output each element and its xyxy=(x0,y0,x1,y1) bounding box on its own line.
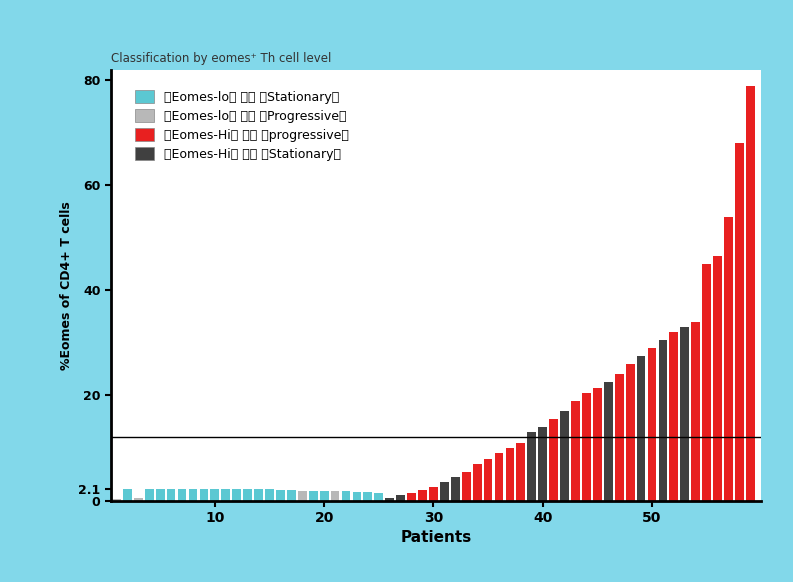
Bar xyxy=(473,464,481,501)
Bar xyxy=(495,453,504,501)
Bar xyxy=(724,217,733,501)
Bar xyxy=(593,388,602,501)
Bar xyxy=(669,332,678,501)
Bar xyxy=(112,499,121,501)
Bar xyxy=(265,489,274,501)
Bar xyxy=(604,382,613,501)
Bar xyxy=(287,490,296,501)
Bar xyxy=(637,356,646,501)
Bar xyxy=(658,340,667,501)
Bar xyxy=(615,374,623,501)
Bar xyxy=(429,487,438,501)
Bar xyxy=(484,459,492,501)
Bar xyxy=(527,432,536,501)
Bar xyxy=(538,427,547,501)
Bar xyxy=(407,492,416,501)
Bar xyxy=(189,489,197,501)
Bar xyxy=(232,489,241,501)
Bar xyxy=(342,491,351,501)
Bar xyxy=(320,491,328,501)
Bar xyxy=(680,327,689,501)
Bar xyxy=(418,490,427,501)
Bar xyxy=(516,443,525,501)
Bar xyxy=(713,256,722,501)
Y-axis label: %Eomes of CD4+ T cells: %Eomes of CD4+ T cells xyxy=(59,201,73,370)
Bar xyxy=(243,489,252,501)
Bar xyxy=(571,401,580,501)
Bar xyxy=(145,489,154,501)
Bar xyxy=(255,489,263,501)
Bar xyxy=(385,498,394,501)
Bar xyxy=(691,322,700,501)
Bar xyxy=(200,489,209,501)
Bar xyxy=(374,492,383,501)
Legend: 「Eomes-lo」 かつ 「Stationary」, 「Eomes-lo」 かつ 「Progressive」, 「Eomes-Hi」 かつ 「progress: 「Eomes-lo」 かつ 「Stationary」, 「Eomes-lo」 か… xyxy=(130,85,354,166)
Bar xyxy=(210,489,219,501)
Bar xyxy=(735,143,744,501)
Bar xyxy=(221,489,230,501)
Bar xyxy=(746,86,755,501)
Bar xyxy=(123,489,132,501)
Bar xyxy=(626,364,634,501)
Bar xyxy=(462,471,470,501)
Text: Classification by eomes⁺ Th cell level: Classification by eomes⁺ Th cell level xyxy=(111,51,331,65)
Bar xyxy=(648,348,657,501)
Bar xyxy=(440,482,449,501)
Bar xyxy=(308,491,317,501)
Bar xyxy=(178,489,186,501)
Bar xyxy=(353,492,362,501)
Bar xyxy=(451,477,460,501)
Bar xyxy=(560,411,569,501)
Bar xyxy=(396,495,405,501)
Bar xyxy=(167,489,175,501)
Bar xyxy=(331,491,339,501)
Bar xyxy=(550,419,558,501)
Bar xyxy=(134,498,143,501)
Bar xyxy=(582,393,591,501)
Bar xyxy=(703,264,711,501)
Bar xyxy=(298,491,307,501)
X-axis label: Patients: Patients xyxy=(400,530,472,545)
Bar xyxy=(363,492,372,501)
Bar xyxy=(506,448,515,501)
Bar xyxy=(156,489,165,501)
Bar xyxy=(276,490,285,501)
